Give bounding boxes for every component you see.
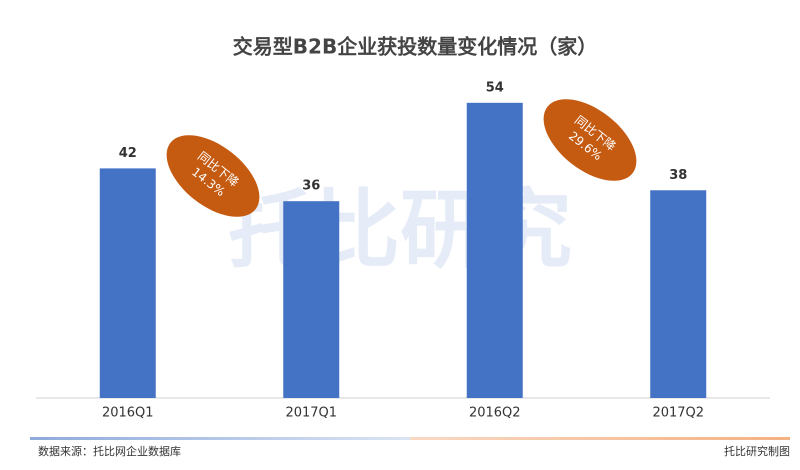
value-label: 54 — [486, 80, 504, 95]
value-label: 42 — [119, 146, 137, 161]
source: 数据来源：托比网企业数据库 — [38, 444, 181, 458]
bar — [466, 102, 523, 399]
annotation-bubble — [166, 135, 260, 217]
bar — [283, 201, 340, 398]
x-tick-label: 2017Q1 — [285, 406, 337, 421]
credit: 托比研究制图 — [724, 444, 790, 458]
annotation-bubble — [543, 99, 637, 181]
x-tick-label: 2016Q1 — [102, 406, 154, 421]
bar — [99, 168, 156, 398]
x-tick-label: 2016Q2 — [469, 406, 521, 421]
chart-title: 交易型B2B企业获投数量变化情况（家） — [233, 35, 597, 59]
footer-line — [30, 437, 790, 440]
value-label: 38 — [669, 168, 687, 183]
value-label: 36 — [302, 179, 320, 194]
x-tick-label: 2017Q2 — [652, 406, 704, 421]
bar — [650, 190, 707, 398]
